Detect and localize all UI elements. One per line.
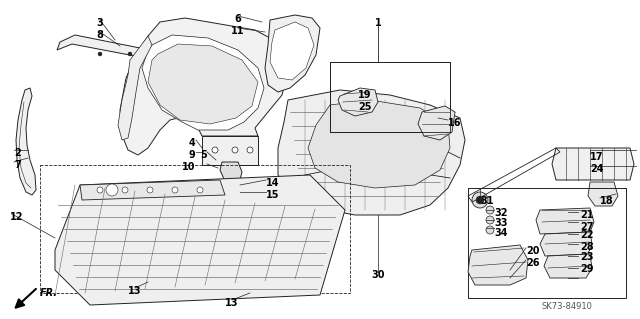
Circle shape	[486, 206, 494, 214]
Text: 13: 13	[128, 286, 141, 296]
Circle shape	[472, 192, 488, 208]
Circle shape	[147, 187, 153, 193]
Text: 12: 12	[10, 212, 24, 222]
Polygon shape	[265, 15, 320, 92]
Circle shape	[106, 184, 118, 196]
Text: 27: 27	[580, 222, 593, 232]
Text: 32: 32	[494, 208, 508, 218]
Circle shape	[172, 187, 178, 193]
Polygon shape	[468, 245, 528, 285]
Polygon shape	[552, 148, 634, 180]
Text: 14: 14	[266, 178, 280, 188]
Polygon shape	[120, 18, 288, 155]
Text: 11: 11	[231, 26, 244, 36]
Text: FR.: FR.	[40, 288, 58, 298]
Text: 5: 5	[200, 150, 207, 160]
Polygon shape	[308, 100, 450, 188]
Circle shape	[97, 187, 103, 193]
Polygon shape	[57, 35, 195, 70]
Polygon shape	[202, 136, 258, 165]
Text: 31: 31	[480, 196, 493, 206]
Polygon shape	[220, 162, 242, 182]
Polygon shape	[16, 88, 36, 195]
Circle shape	[476, 196, 484, 204]
Polygon shape	[142, 35, 264, 130]
Text: 26: 26	[526, 258, 540, 268]
Text: 2: 2	[14, 148, 20, 158]
Polygon shape	[278, 90, 465, 215]
Circle shape	[212, 147, 218, 153]
Text: SK73-84910: SK73-84910	[541, 302, 593, 311]
Circle shape	[128, 52, 132, 56]
Text: 33: 33	[494, 218, 508, 228]
Polygon shape	[338, 88, 378, 116]
Circle shape	[122, 187, 128, 193]
Polygon shape	[536, 208, 594, 234]
Text: 19: 19	[358, 90, 371, 100]
Polygon shape	[55, 175, 345, 305]
Circle shape	[98, 52, 102, 56]
Circle shape	[232, 147, 238, 153]
Polygon shape	[588, 182, 618, 206]
Polygon shape	[148, 44, 258, 124]
Circle shape	[486, 216, 494, 224]
Text: 28: 28	[580, 242, 594, 252]
Text: 4: 4	[188, 138, 195, 148]
Polygon shape	[270, 22, 314, 80]
Text: 9: 9	[188, 150, 195, 160]
Circle shape	[486, 226, 494, 234]
Text: 24: 24	[590, 164, 604, 174]
Text: 25: 25	[358, 102, 371, 112]
Text: 30: 30	[371, 270, 385, 280]
Text: 29: 29	[580, 264, 593, 274]
Text: 1: 1	[374, 18, 381, 28]
Polygon shape	[118, 36, 152, 140]
Polygon shape	[418, 106, 455, 140]
Text: 8: 8	[97, 30, 104, 40]
Bar	[468, 188, 626, 298]
Text: 7: 7	[14, 160, 20, 170]
Text: 6: 6	[235, 14, 241, 24]
Text: 10: 10	[182, 162, 195, 172]
Text: 20: 20	[526, 246, 540, 256]
Polygon shape	[540, 232, 592, 256]
Text: 21: 21	[580, 210, 593, 220]
Text: 17: 17	[590, 152, 604, 162]
Text: 34: 34	[494, 228, 508, 238]
Text: 16: 16	[448, 118, 461, 128]
Text: 22: 22	[580, 230, 593, 240]
Circle shape	[197, 187, 203, 193]
Polygon shape	[544, 254, 592, 278]
Text: 23: 23	[580, 252, 593, 262]
Bar	[40, 165, 350, 293]
Text: 18: 18	[600, 196, 614, 206]
Polygon shape	[80, 180, 225, 200]
Text: 3: 3	[97, 18, 104, 28]
Bar	[330, 62, 450, 132]
Circle shape	[153, 52, 157, 56]
Text: 13: 13	[225, 298, 239, 308]
Text: 15: 15	[266, 190, 280, 200]
Circle shape	[247, 147, 253, 153]
